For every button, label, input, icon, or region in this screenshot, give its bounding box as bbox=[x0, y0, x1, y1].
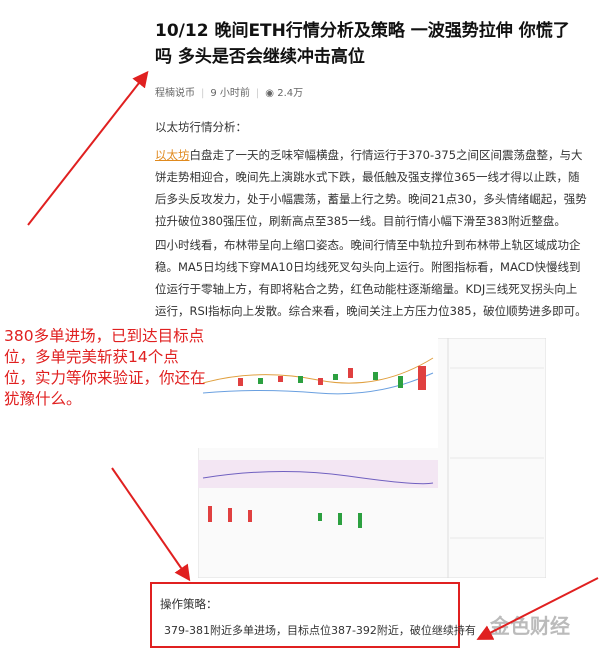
chart-screenshot bbox=[198, 338, 546, 578]
time: 9 小时前 bbox=[210, 88, 250, 99]
strategy-text: 379-381附近多单进场，目标点位387-392附近，破位继续持有 bbox=[164, 624, 476, 637]
strategy-box: 操作策略： 379-381附近多单进场，目标点位387-392附近，破位继续持有 bbox=[150, 582, 476, 648]
intro: 以太坊行情分析： bbox=[155, 120, 247, 134]
link[interactable]: 以太坊 bbox=[155, 148, 190, 162]
author[interactable]: 程楠说币 bbox=[155, 88, 195, 99]
meta: 程楠说币 | 9 小时前 | ◉ 2.4万 bbox=[155, 88, 304, 99]
strategy-heading: 操作策略： bbox=[160, 597, 218, 611]
title: 10/12 晚间ETH行情分析及策略 一波强势拉伸 你慌了吗 多头是否会继续冲击… bbox=[155, 21, 570, 67]
paragraph: 以太坊白盘走了一天的乏味窄幅横盘，行情运行于370-375之间区间震荡盘整，与大… bbox=[155, 148, 587, 228]
views: ◉ 2.4万 bbox=[265, 88, 304, 99]
annotation: 380多单进场，已到达目标点位，多单完美斩获14个点位，实力等你来验证，你还在犹… bbox=[4, 327, 206, 408]
paragraph: 四小时线看，布林带呈向上缩口姿态。晚间行情至中轨拉升到布林带上轨区域成功企稳。M… bbox=[155, 238, 587, 318]
watermark: 金色财经 bbox=[490, 614, 570, 638]
